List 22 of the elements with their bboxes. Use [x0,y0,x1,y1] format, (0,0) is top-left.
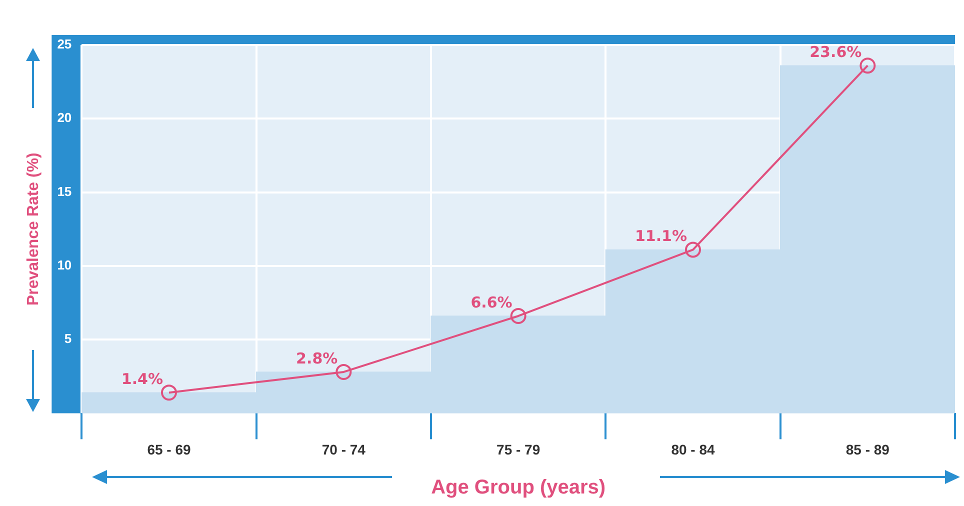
y-tick-label: 10 [57,258,72,272]
x-tick-label: 70 - 74 [322,441,366,458]
data-label: 2.8% [296,349,338,368]
data-label: 6.6% [470,293,512,312]
point [510,308,526,324]
point [336,364,352,380]
data-label: 23.6% [810,43,862,62]
point [685,242,701,258]
x-tick-label: 80 - 84 [671,441,715,458]
point [160,384,177,401]
y-tick-label: 15 [57,184,72,199]
x-tick-label: 75 - 79 [496,441,540,458]
x-tick-label: 85 - 89 [846,441,890,458]
y-tick-label: 5 [64,331,72,346]
point [860,58,876,74]
data-label: 1.4% [121,370,163,388]
data-label: 11.1% [634,227,687,246]
y-axis-title: Prevalence Rate (%) [25,152,42,306]
x-tick-label: 65 - 69 [147,441,191,458]
y-tick-label: 25 [57,36,72,52]
y-tick-label: 20 [57,110,72,126]
x-axis-title: Age Group (years) [431,476,606,499]
